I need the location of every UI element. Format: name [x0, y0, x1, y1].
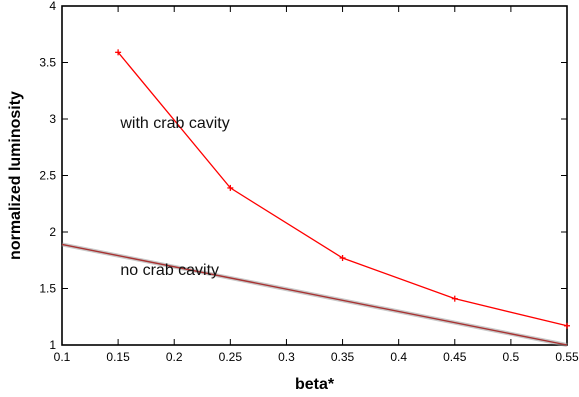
- x-tick-label: 0.2: [166, 350, 183, 364]
- x-tick-label: 0.45: [443, 350, 467, 364]
- x-tick-label: 0.55: [555, 350, 579, 364]
- annotation-label: no crab cavity: [120, 262, 219, 279]
- x-tick-label: 0.35: [331, 350, 355, 364]
- x-tick-label: 0.15: [106, 350, 130, 364]
- y-axis-title: normalized luminosity: [7, 91, 24, 260]
- y-tick-label: 1: [49, 338, 56, 352]
- series-line-with-crab-cavity: [117, 51, 568, 327]
- y-tick-label: 4: [49, 0, 56, 13]
- data-point: [227, 184, 234, 191]
- series-line-no-crab-cavity: [61, 243, 568, 346]
- x-tick-label: 0.25: [219, 350, 243, 364]
- x-tick-label: 0.1: [54, 350, 71, 364]
- data-point: [115, 49, 122, 56]
- x-tick-label: 0.3: [278, 350, 295, 364]
- x-axis-title: beta*: [295, 376, 335, 393]
- x-tick-label: 0.4: [390, 350, 407, 364]
- x-tick-label: 0.5: [503, 350, 520, 364]
- data-point: [564, 322, 570, 329]
- annotation-label: with crab cavity: [119, 115, 229, 132]
- data-point: [451, 295, 458, 302]
- y-tick-label: 1.5: [39, 282, 56, 296]
- data-point: [339, 254, 346, 261]
- y-tick-label: 3.5: [39, 56, 56, 70]
- y-tick-label: 2.5: [39, 169, 56, 183]
- y-tick-label: 3: [49, 112, 56, 126]
- annotations: with crab cavity no crab cavity: [119, 115, 229, 279]
- y-tick-label: 2: [49, 225, 56, 239]
- axis-ticks: 0.1 0.15 0.2 0.25 0.3 0.35 0.4 0.45 0.5 0.55 1 1.5 2…: [39, 0, 579, 364]
- series-layer: [61, 49, 570, 347]
